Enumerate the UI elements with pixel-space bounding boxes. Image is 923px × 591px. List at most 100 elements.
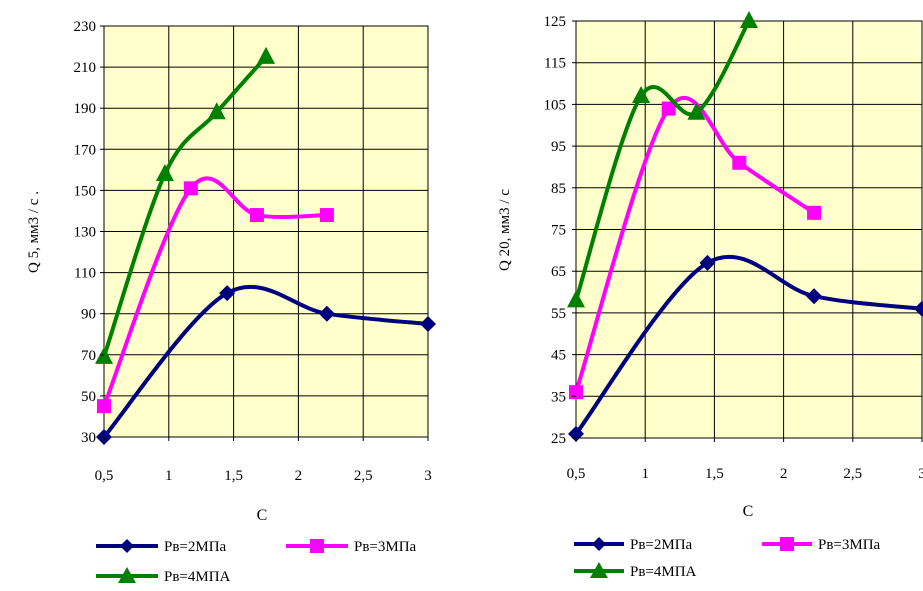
x-tick-label: 1,5 <box>705 466 724 482</box>
x-tick-label: 2,5 <box>354 468 373 484</box>
legend-marker-square <box>780 537 794 551</box>
y-tick-label: 125 <box>544 14 567 30</box>
y-axis-label: Q 20, мм3 / с <box>497 189 513 271</box>
series-1 <box>569 96 822 400</box>
data-point-diamond <box>914 300 923 317</box>
legend-item-s1: Pв=3МПа <box>762 537 881 553</box>
series-line <box>574 20 751 301</box>
y-tick-label: 75 <box>551 223 566 239</box>
chart-q20: 0,5 1 1,5 2 2,5 3 25 35 45 55 65 75 85 95 105 115 125 C… <box>497 11 923 580</box>
data-point-square <box>569 385 583 400</box>
legend-item-s1: Pв=3МПа <box>286 539 417 555</box>
series-line <box>102 284 429 439</box>
legend-marker-diamond <box>592 537 606 551</box>
chart-q5: 0,5 1 1,5 2 2,5 3 30 50 70 90 110 130 150 170 190 210 2… <box>26 19 436 585</box>
series-line <box>574 254 923 436</box>
series-2 <box>95 46 275 364</box>
legend-label: Pв=4МПА <box>630 564 697 580</box>
data-point-square <box>732 155 747 170</box>
series-layer <box>95 46 436 445</box>
x-tick-labels: 0,5 1 1,5 2 2,5 3 <box>567 438 923 482</box>
series-1 <box>97 176 334 414</box>
series-line <box>574 96 816 393</box>
y-tick-label: 110 <box>74 266 96 282</box>
legend-item-s0: Pв=2МПа <box>96 539 227 555</box>
y-tick-label: 25 <box>551 431 566 447</box>
y-tick-label: 115 <box>544 56 566 72</box>
data-point-triangle <box>740 11 758 28</box>
legend-label: Pв=2МПа <box>630 537 693 553</box>
legend-item-s2: Pв=4МПА <box>574 562 697 580</box>
legend-label: Pв=2МПа <box>164 539 227 555</box>
y-tick-label: 45 <box>551 348 566 364</box>
data-point-square <box>249 208 264 223</box>
series-line <box>102 176 327 407</box>
data-point-diamond <box>318 305 335 322</box>
x-axis-label: C <box>257 507 268 524</box>
data-point-triangle <box>155 163 174 181</box>
y-tick-label: 30 <box>81 430 96 446</box>
legend-label: Pв=3МПа <box>354 539 417 555</box>
legend: Pв=2МПа Pв=3МПа Pв=4МПА <box>574 537 881 580</box>
series-0 <box>568 254 923 442</box>
y-axis-label: Q 5, мм3 / с . <box>26 191 42 273</box>
data-point-square <box>319 208 334 223</box>
y-tick-label: 150 <box>74 183 97 199</box>
x-tick-label: 2 <box>780 466 788 482</box>
data-point-square <box>807 205 822 220</box>
x-tick-labels: 0,5 1 1,5 2 2,5 3 <box>95 437 432 484</box>
data-point-triangle <box>632 86 651 104</box>
data-point-diamond <box>219 285 236 302</box>
legend-marker-square <box>310 539 324 553</box>
y-tick-label: 65 <box>551 264 566 280</box>
legend-label: Pв=3МПа <box>818 537 881 553</box>
data-point-triangle <box>257 46 275 64</box>
y-tick-label: 35 <box>551 389 566 405</box>
y-tick-labels: 25 35 45 55 65 75 85 95 105 115 125 <box>544 14 576 447</box>
series-2 <box>567 11 758 308</box>
x-tick-label: 1 <box>165 468 173 484</box>
data-point-square <box>661 101 676 116</box>
legend-marker-triangle <box>590 562 608 578</box>
series-line <box>102 55 268 358</box>
legend-marker-diamond <box>120 539 134 553</box>
legend-marker-triangle <box>118 567 136 583</box>
y-tick-label: 50 <box>81 389 96 405</box>
x-tick-label: 1 <box>641 466 649 482</box>
y-tick-label: 230 <box>74 19 97 35</box>
y-tick-label: 170 <box>74 142 97 158</box>
x-axis-label: C <box>743 503 754 520</box>
y-tick-label: 70 <box>81 348 96 364</box>
y-tick-label: 210 <box>74 60 97 76</box>
y-tick-label: 105 <box>544 97 567 113</box>
x-tick-label: 1,5 <box>224 468 243 484</box>
series-0 <box>96 284 436 445</box>
x-tick-label: 0,5 <box>95 468 114 484</box>
data-point-diamond <box>420 315 436 332</box>
y-tick-label: 90 <box>81 307 96 323</box>
y-tick-label: 130 <box>74 225 97 241</box>
legend-label: Pв=4МПА <box>164 569 231 585</box>
data-point-triangle <box>207 102 226 120</box>
y-tick-label: 85 <box>551 181 566 197</box>
legend: Pв=2МПа Pв=3МПа Pв=4МПА <box>96 539 417 585</box>
data-point-triangle <box>95 346 113 364</box>
data-point-triangle <box>687 102 706 120</box>
data-point-diamond <box>806 288 823 305</box>
series-layer <box>567 11 923 442</box>
legend-item-s2: Pв=4МПА <box>96 567 231 585</box>
x-tick-label: 2,5 <box>843 466 862 482</box>
y-tick-labels: 30 50 70 90 110 130 150 170 190 210 230 <box>74 19 104 446</box>
data-point-diamond <box>699 254 716 271</box>
data-point-triangle <box>567 290 585 308</box>
x-tick-label: 3 <box>918 466 923 482</box>
legend-item-s0: Pв=2МПа <box>574 537 693 553</box>
y-tick-label: 190 <box>74 101 97 117</box>
y-tick-label: 95 <box>551 139 566 155</box>
x-tick-label: 2 <box>295 468 303 484</box>
x-tick-label: 3 <box>424 468 432 484</box>
y-tick-label: 55 <box>551 306 566 322</box>
x-tick-label: 0,5 <box>567 466 586 482</box>
data-point-square <box>97 399 111 414</box>
